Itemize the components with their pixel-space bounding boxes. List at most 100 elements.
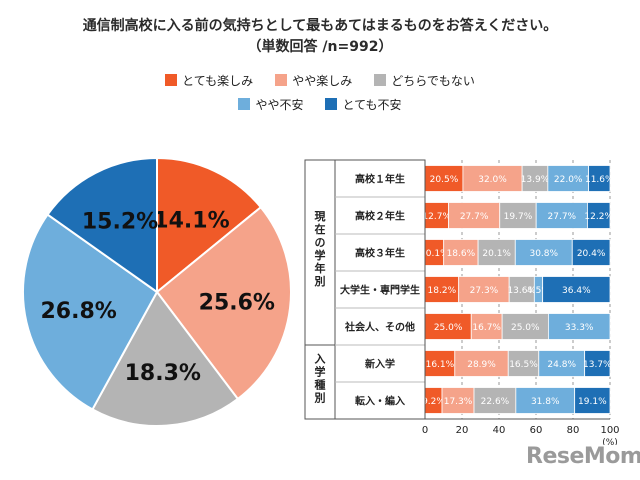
row-label: 社会人、その他 xyxy=(344,321,415,334)
legend-item: やや不安 xyxy=(238,96,303,112)
bar-segment xyxy=(587,202,611,229)
bar-segment xyxy=(547,165,589,192)
bar-data-label: 12.7% xyxy=(422,212,451,222)
pie-slice xyxy=(156,156,263,295)
pie-slice xyxy=(91,290,240,427)
legend-swatch xyxy=(275,74,288,86)
legend-label: やや不安 xyxy=(255,97,304,112)
bar-data-label: 20.1% xyxy=(482,249,511,259)
bar-data-label: 16.7% xyxy=(472,323,501,333)
x-tick-label: 80 xyxy=(567,425,580,436)
bar-segment xyxy=(574,387,611,414)
bar-data-label: 20.4% xyxy=(577,249,606,259)
bar-data-label: 18.6% xyxy=(447,249,476,259)
bar-data-label: 25.0% xyxy=(434,323,463,333)
legend-label: とても楽しみ xyxy=(182,73,254,88)
bar-segment xyxy=(508,276,535,303)
row-label: 大学生・専門学生 xyxy=(340,284,420,297)
bar-segment xyxy=(454,350,509,377)
row-label: 高校２年生 xyxy=(355,210,405,223)
legend-row-1: とても楽しみ やや楽しみ どちらでもない xyxy=(0,72,640,88)
row-label: 高校３年生 xyxy=(355,247,405,260)
bar-data-label: 13.6% xyxy=(507,286,536,296)
pie-slice-label: 14.1% xyxy=(153,208,229,233)
bar-data-label: 16.1% xyxy=(426,360,455,370)
group-label: 入学種別 xyxy=(314,353,326,405)
bar-data-label: 19.7% xyxy=(504,212,533,222)
resemom-logo: ReseMom xyxy=(526,444,640,469)
bar-segment xyxy=(462,165,523,192)
bar-data-label: 28.9% xyxy=(467,360,496,370)
bar-data-label: 18.2% xyxy=(428,286,457,296)
bar-segment xyxy=(547,313,611,340)
bar-segment xyxy=(424,276,460,303)
legend-item: とても不安 xyxy=(325,96,402,112)
legend-swatch xyxy=(165,74,178,86)
bar-data-label: 24.8% xyxy=(547,360,576,370)
pie-slice-label: 26.8% xyxy=(40,299,116,324)
bar-segment xyxy=(443,239,479,266)
x-tick-label: 60 xyxy=(530,425,543,436)
legend-row-2: やや不安 とても不安 xyxy=(0,96,640,112)
bar-data-label: 13.9% xyxy=(521,175,550,185)
bar-data-label: 16.5% xyxy=(509,360,538,370)
row-label: 転入・編入 xyxy=(355,395,405,408)
bar-segment xyxy=(538,350,586,377)
bar-data-label: 12.2% xyxy=(584,212,613,222)
bar-data-label: 25.0% xyxy=(511,323,540,333)
bar-segment xyxy=(424,350,456,377)
legend-item: とても楽しみ xyxy=(165,72,253,88)
pie-slice xyxy=(22,213,159,411)
bar-data-label: 4.5% xyxy=(527,286,550,296)
pie-slice xyxy=(46,156,158,294)
bar-data-label: 13.7% xyxy=(583,360,612,370)
bar-segment xyxy=(448,202,501,229)
x-tick-label: 0 xyxy=(422,425,428,436)
bar-data-label: 27.3% xyxy=(470,286,499,296)
pie-slice xyxy=(155,205,292,401)
pie-chart: 14.1% 25.6% 18.3% 26.8% 15.2% xyxy=(22,156,292,427)
bar-data-label: 9.2% xyxy=(422,397,445,407)
legend-swatch xyxy=(325,98,338,110)
bar-segment xyxy=(584,350,611,377)
bar-segment xyxy=(521,165,549,192)
legend-label: とても不安 xyxy=(342,97,402,112)
bar-segment xyxy=(501,313,549,340)
pie-slice-label: 18.3% xyxy=(125,361,201,386)
legend-swatch xyxy=(238,98,251,110)
legend-swatch xyxy=(374,74,387,86)
legend-label: どちらでもない xyxy=(391,73,475,88)
chart-title: 通信制高校に入る前の気持ちとして最もあてはまるものをお答えください。 xyxy=(82,18,558,34)
bar-data-label: 30.8% xyxy=(529,249,558,259)
bar-data-label: 20.5% xyxy=(430,175,459,185)
legend-item: どちらでもない xyxy=(374,72,475,88)
bar-data-label: 22.0% xyxy=(554,175,583,185)
group-label: 現在の学年別 xyxy=(314,210,326,288)
chart-subtitle: （単数回答 /n=992） xyxy=(247,39,393,55)
bar-data-label: 33.3% xyxy=(565,323,594,333)
bar-data-label: 11.6% xyxy=(585,175,614,185)
bar-segment xyxy=(473,387,517,414)
bar-data-label: 19.1% xyxy=(578,397,607,407)
bar-segment xyxy=(507,350,540,377)
bar-segment xyxy=(588,165,611,192)
bar-data-label: 32.0% xyxy=(478,175,507,185)
x-tick-label: 40 xyxy=(493,425,506,436)
row-label: 新入学 xyxy=(365,358,395,371)
legend-label: やや楽しみ xyxy=(292,73,353,88)
bar-segment xyxy=(515,387,576,414)
bar-data-label: 22.6% xyxy=(481,397,510,407)
x-tick-label: 20 xyxy=(456,425,469,436)
bar-data-label: 27.7% xyxy=(460,212,489,222)
bar-segment xyxy=(424,165,464,192)
legend-item: やや楽しみ xyxy=(275,72,352,88)
bar-data-label: 36.4% xyxy=(562,286,591,296)
bar-segment xyxy=(542,276,611,303)
pie-slice-label: 25.6% xyxy=(199,291,275,316)
bar-segment xyxy=(458,276,510,303)
x-axis-unit: (%) xyxy=(602,438,618,445)
bar-segment xyxy=(571,239,611,266)
bar-data-label: 17.3% xyxy=(444,397,473,407)
bar-data-label: 27.7% xyxy=(548,212,577,222)
